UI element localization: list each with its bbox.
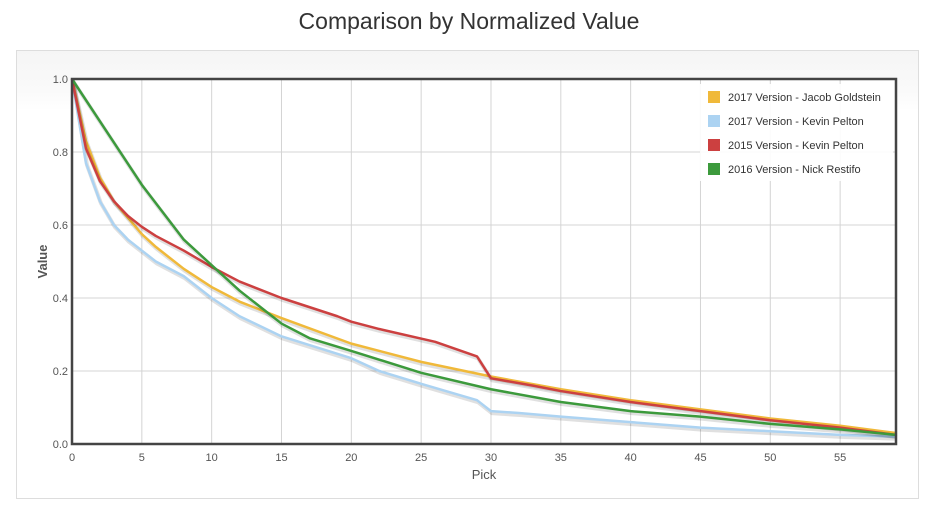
legend-label: 2017 Version - Kevin Pelton xyxy=(728,116,864,128)
series-line-4 xyxy=(70,78,897,437)
legend-label: 2015 Version - Kevin Pelton xyxy=(728,140,864,152)
x-tick-label: 15 xyxy=(275,452,287,464)
x-tick-label: 0 xyxy=(69,452,75,464)
plot-frame xyxy=(70,77,898,446)
legend-label: 2016 Version - Nick Restifo xyxy=(728,164,861,176)
y-tick-label: 1.0 xyxy=(53,74,68,86)
legend-swatch xyxy=(708,115,720,127)
x-tick-label: 10 xyxy=(206,452,218,464)
x-tick-label: 50 xyxy=(764,452,776,464)
legend-swatch xyxy=(708,91,720,103)
series-line-2 xyxy=(70,78,897,438)
chart-title: Comparison by Normalized Value xyxy=(298,8,640,34)
y-tick-label: 0.2 xyxy=(53,366,68,378)
y-tick-label: 0.0 xyxy=(53,439,68,451)
y-axis-label: Value xyxy=(35,245,50,279)
x-tick-label: 30 xyxy=(485,452,497,464)
x-tick-label: 35 xyxy=(555,452,567,464)
y-tick-label: 0.6 xyxy=(53,220,68,232)
series-line-3 xyxy=(70,78,897,437)
y-tick-label: 0.4 xyxy=(53,293,68,305)
x-axis-label: Pick xyxy=(472,467,497,482)
x-tick-label: 25 xyxy=(415,452,427,464)
x-tick-label: 20 xyxy=(345,452,357,464)
legend-box xyxy=(700,84,893,181)
y-tick-label: 0.8 xyxy=(53,147,68,159)
legend-label: 2017 Version - Jacob Goldstein xyxy=(728,92,881,104)
x-tick-label: 5 xyxy=(139,452,145,464)
legend-swatch xyxy=(708,163,720,175)
legend-swatch xyxy=(708,139,720,151)
x-tick-label: 40 xyxy=(625,452,637,464)
x-tick-label: 45 xyxy=(694,452,706,464)
x-tick-label: 55 xyxy=(834,452,846,464)
